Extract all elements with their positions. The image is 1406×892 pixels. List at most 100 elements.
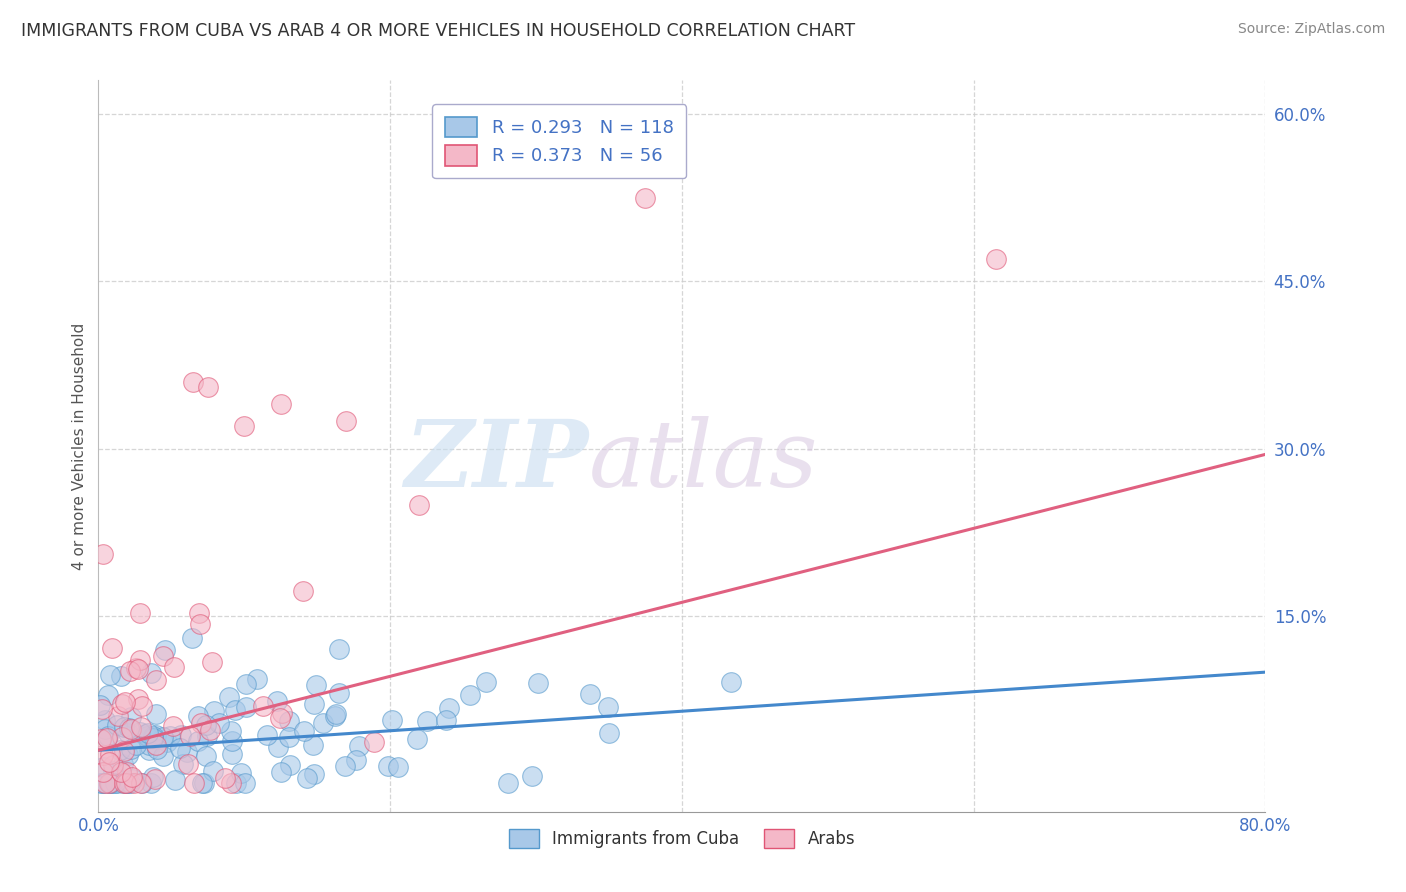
- Point: [344, 753, 367, 767]
- Point: [269, 711, 291, 725]
- Point: [302, 767, 325, 781]
- Point: [266, 693, 288, 707]
- Point: [267, 740, 290, 755]
- Point: [152, 748, 174, 763]
- Point: [98, 775, 121, 789]
- Point: [121, 770, 143, 784]
- Point: [328, 641, 350, 656]
- Point: [117, 725, 139, 739]
- Point: [202, 704, 225, 718]
- Point: [187, 708, 209, 723]
- Point: [221, 724, 243, 739]
- Point: [156, 735, 179, 749]
- Point: [312, 716, 335, 731]
- Point: [131, 698, 153, 713]
- Point: [335, 414, 357, 428]
- Point: [169, 740, 191, 755]
- Point: [246, 672, 269, 686]
- Point: [163, 660, 186, 674]
- Point: [107, 709, 129, 723]
- Point: [91, 547, 114, 561]
- Point: [474, 675, 496, 690]
- Point: [984, 252, 1007, 266]
- Point: [110, 765, 132, 780]
- Point: [187, 606, 209, 620]
- Point: [146, 742, 169, 756]
- Point: [110, 669, 132, 683]
- Point: [128, 652, 150, 666]
- Point: [381, 714, 404, 728]
- Y-axis label: 4 or more Vehicles in Household: 4 or more Vehicles in Household: [72, 322, 87, 570]
- Point: [112, 720, 135, 734]
- Point: [114, 775, 136, 789]
- Point: [112, 756, 135, 771]
- Point: [120, 775, 142, 789]
- Point: [142, 729, 165, 743]
- Point: [98, 775, 121, 789]
- Point: [198, 723, 221, 738]
- Point: [218, 690, 240, 704]
- Point: [97, 688, 120, 702]
- Point: [522, 769, 544, 783]
- Point: [120, 742, 142, 756]
- Point: [94, 775, 117, 789]
- Point: [91, 760, 114, 774]
- Point: [387, 760, 409, 774]
- Point: [96, 731, 118, 745]
- Text: atlas: atlas: [589, 416, 818, 506]
- Point: [136, 726, 159, 740]
- Point: [180, 631, 202, 645]
- Point: [165, 772, 187, 787]
- Point: [302, 697, 325, 711]
- Point: [94, 723, 117, 737]
- Point: [159, 729, 181, 743]
- Point: [94, 714, 117, 728]
- Point: [89, 698, 111, 712]
- Point: [333, 759, 356, 773]
- Point: [201, 764, 224, 778]
- Point: [120, 664, 142, 678]
- Point: [197, 380, 219, 394]
- Point: [278, 730, 301, 744]
- Point: [101, 641, 124, 656]
- Point: [141, 666, 163, 681]
- Point: [416, 714, 439, 728]
- Point: [90, 775, 112, 789]
- Point: [145, 673, 167, 687]
- Point: [598, 725, 620, 739]
- Point: [187, 734, 209, 748]
- Point: [129, 720, 152, 734]
- Point: [270, 764, 292, 779]
- Point: [328, 686, 350, 700]
- Point: [91, 775, 114, 789]
- Point: [496, 775, 519, 789]
- Point: [191, 775, 214, 789]
- Point: [325, 707, 347, 722]
- Point: [176, 756, 198, 771]
- Point: [131, 775, 153, 789]
- Point: [122, 775, 145, 789]
- Point: [115, 765, 138, 780]
- Point: [98, 668, 121, 682]
- Point: [125, 739, 148, 753]
- Point: [292, 723, 315, 738]
- Point: [145, 728, 167, 742]
- Point: [96, 731, 118, 746]
- Point: [129, 606, 152, 620]
- Point: [233, 775, 256, 789]
- Point: [720, 675, 742, 690]
- Point: [103, 764, 125, 779]
- Point: [135, 729, 157, 743]
- Text: IMMIGRANTS FROM CUBA VS ARAB 4 OR MORE VEHICLES IN HOUSEHOLD CORRELATION CHART: IMMIGRANTS FROM CUBA VS ARAB 4 OR MORE V…: [21, 22, 855, 40]
- Point: [152, 730, 174, 744]
- Point: [233, 419, 256, 434]
- Point: [142, 770, 165, 784]
- Point: [145, 707, 167, 722]
- Point: [170, 728, 193, 742]
- Point: [153, 642, 176, 657]
- Point: [434, 713, 457, 727]
- Point: [460, 688, 482, 702]
- Point: [91, 702, 114, 716]
- Point: [110, 743, 132, 757]
- Point: [162, 719, 184, 733]
